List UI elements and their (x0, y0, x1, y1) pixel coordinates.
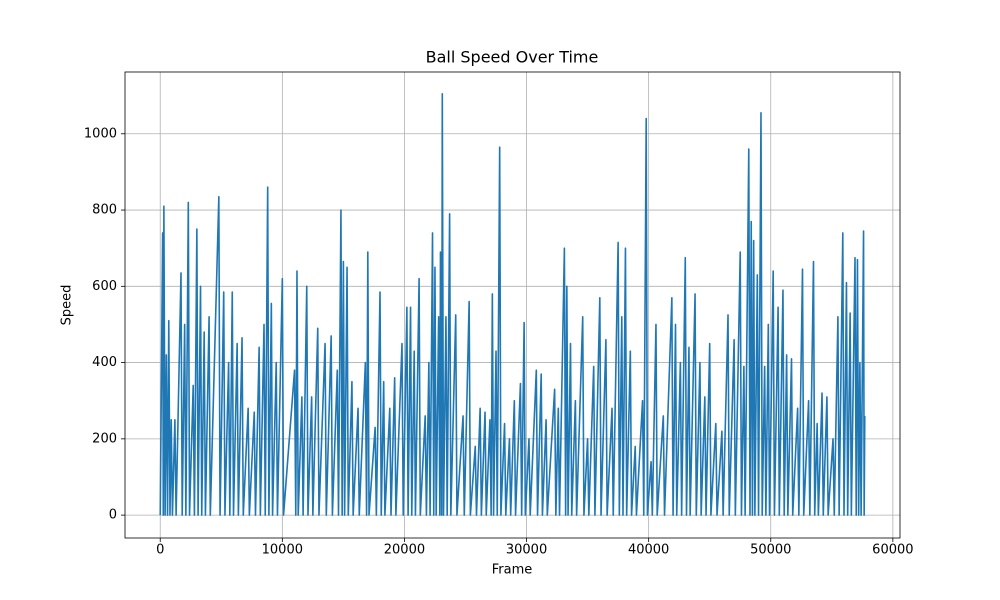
x-tick-label: 50000 (750, 543, 791, 558)
y-tick-label: 1000 (84, 126, 117, 141)
x-tick-label: 30000 (506, 543, 547, 558)
x-tick-label: 60000 (872, 543, 913, 558)
x-tick-label: 20000 (384, 543, 425, 558)
plot-frame (124, 71, 901, 539)
y-axis-label: Speed (60, 285, 75, 326)
x-tick-label: 10000 (262, 543, 303, 558)
x-tick-label: 40000 (628, 543, 669, 558)
y-tick-label: 400 (92, 355, 117, 370)
y-tick-label: 800 (92, 203, 117, 218)
y-tick-label: 200 (92, 431, 117, 446)
speed-line (159, 92, 866, 516)
chart-title: Ball Speed Over Time (426, 48, 599, 67)
y-tick-label: 0 (109, 508, 117, 523)
y-tick-label: 600 (92, 279, 117, 294)
x-tick-label: 0 (156, 543, 164, 558)
x-axis-label: Frame (492, 563, 533, 578)
